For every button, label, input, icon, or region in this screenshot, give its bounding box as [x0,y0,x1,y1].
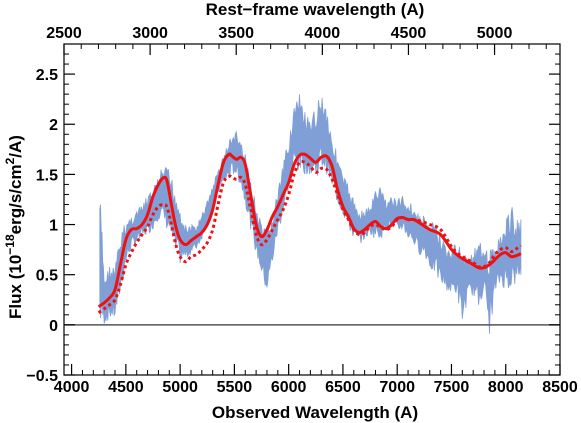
x-tick-label: 7000 [379,379,415,396]
y-tick-label: 2.5 [36,67,58,84]
top-tick-label: 4000 [305,25,341,42]
y-tick-label: 1.5 [36,167,58,184]
top-axis-title: Rest−frame wavelength (A) [206,0,425,19]
x-tick-label: 5500 [217,379,253,396]
x-tick-label: 5000 [162,379,198,396]
x-tick-label: 7500 [434,379,470,396]
model-dotted-line [97,159,522,314]
y-axis-title: Flux (10−18erg/s/cm2/A) [3,135,25,319]
plot-frame [63,43,561,376]
x-tick-label: 8500 [542,379,578,396]
y-tick-label: −0.5 [26,368,58,385]
top-tick-label: 5000 [477,25,513,42]
x-tick-label: 6500 [325,379,361,396]
top-tick-label: 3500 [218,25,254,42]
model-solid-line [97,152,522,308]
y-axis-title-end: /A) [6,135,25,158]
x-tick-label: 4000 [54,379,90,396]
plot-area [64,94,560,334]
y-axis-title-main: Flux (10 [6,255,25,319]
axes: 4000 4500 5000 5500 6000 6500 7000 7500 8000 8500… [26,25,577,396]
top-tick-label: 3000 [132,25,168,42]
x-tick-label: 4500 [108,379,144,396]
x-axis-title: Observed Wavelength (A) [212,403,418,422]
y-tick-label: 0.5 [36,268,58,285]
x-tick-label: 6000 [271,379,307,396]
series-group [64,94,560,334]
top-tick-label: 4500 [391,25,427,42]
spectrum-band [99,94,522,334]
y-axis-title-unit: erg/s/cm [6,164,25,234]
top-tick-label: 2500 [46,25,82,42]
y-tick-label: 2 [49,117,58,134]
y-tick-label: 1 [49,218,58,235]
y-axis-title-squared: 2 [3,157,17,164]
y-tick-label: 0 [49,318,58,335]
x-tick-label: 8000 [488,379,524,396]
y-axis-title-exponent: −18 [3,234,17,255]
